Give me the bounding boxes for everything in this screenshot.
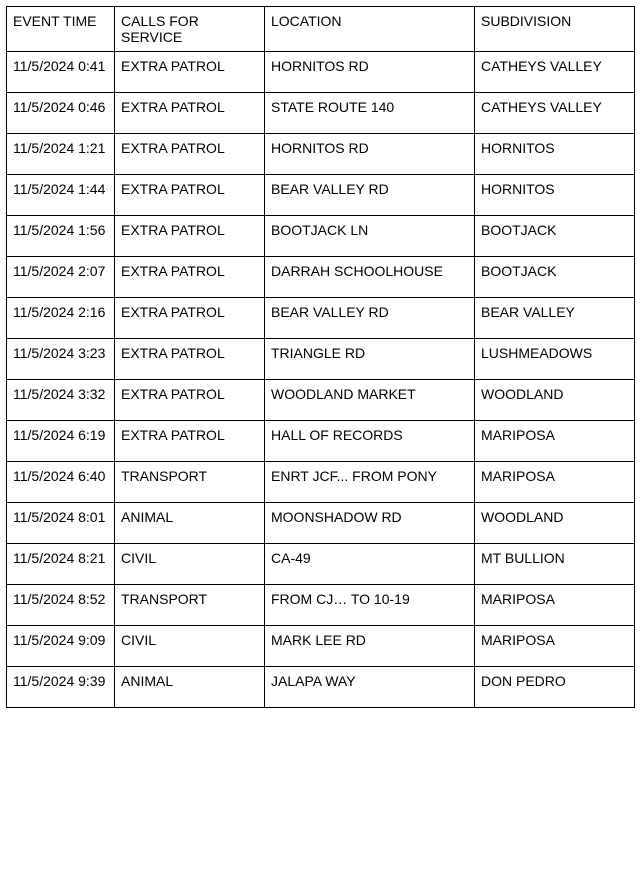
table-cell: BOOTJACK [475,216,635,257]
table-cell: 11/5/2024 8:21 [7,544,115,585]
table-cell: HORNITOS RD [265,134,475,175]
table-cell: 11/5/2024 0:41 [7,52,115,93]
table-row: 11/5/2024 6:40TRANSPORTENRT JCF... FROM … [7,462,635,503]
table-cell: HORNITOS RD [265,52,475,93]
table-cell: MARK LEE RD [265,626,475,667]
table-cell: 11/5/2024 3:32 [7,380,115,421]
table-cell: 11/5/2024 9:39 [7,667,115,708]
table-cell: MOONSHADOW RD [265,503,475,544]
table-cell: EXTRA PATROL [115,298,265,339]
table-cell: EXTRA PATROL [115,380,265,421]
table-cell: CA-49 [265,544,475,585]
table-cell: 11/5/2024 1:44 [7,175,115,216]
table-cell: EXTRA PATROL [115,93,265,134]
table-cell: MARIPOSA [475,626,635,667]
table-row: 11/5/2024 9:39ANIMALJALAPA WAYDON PEDRO [7,667,635,708]
table-cell: 11/5/2024 3:23 [7,339,115,380]
table-cell: HORNITOS [475,175,635,216]
table-cell: 11/5/2024 6:40 [7,462,115,503]
table-cell: 11/5/2024 1:21 [7,134,115,175]
table-cell: 11/5/2024 1:56 [7,216,115,257]
table-cell: EXTRA PATROL [115,257,265,298]
table-cell: CATHEYS VALLEY [475,52,635,93]
table-cell: WOODLAND [475,503,635,544]
table-cell: DON PEDRO [475,667,635,708]
table-cell: EXTRA PATROL [115,339,265,380]
table-cell: WOODLAND [475,380,635,421]
table-cell: EXTRA PATROL [115,216,265,257]
table-cell: 11/5/2024 0:46 [7,93,115,134]
table-row: 11/5/2024 2:07EXTRA PATROLDARRAH SCHOOLH… [7,257,635,298]
table-row: 11/5/2024 0:41EXTRA PATROLHORNITOS RDCAT… [7,52,635,93]
table-cell: 11/5/2024 9:09 [7,626,115,667]
col-header-subdivision: SUBDIVISION [475,7,635,52]
table-cell: CATHEYS VALLEY [475,93,635,134]
col-header-event-time: EVENT TIME [7,7,115,52]
table-row: 11/5/2024 9:09CIVILMARK LEE RDMARIPOSA [7,626,635,667]
table-cell: ANIMAL [115,667,265,708]
table-cell: MT BULLION [475,544,635,585]
table-row: 11/5/2024 1:21EXTRA PATROLHORNITOS RDHOR… [7,134,635,175]
table-cell: MARIPOSA [475,462,635,503]
table-row: 11/5/2024 3:23EXTRA PATROLTRIANGLE RDLUS… [7,339,635,380]
table-cell: 11/5/2024 8:52 [7,585,115,626]
table-cell: TRIANGLE RD [265,339,475,380]
table-cell: TRANSPORT [115,585,265,626]
table-cell: TRANSPORT [115,462,265,503]
table-cell: HORNITOS [475,134,635,175]
table-cell: LUSHMEADOWS [475,339,635,380]
table-cell: MARIPOSA [475,585,635,626]
table-cell: 11/5/2024 2:07 [7,257,115,298]
table-row: 11/5/2024 1:44EXTRA PATROLBEAR VALLEY RD… [7,175,635,216]
table-cell: HALL OF RECORDS [265,421,475,462]
table-cell: 11/5/2024 8:01 [7,503,115,544]
table-cell: CIVIL [115,626,265,667]
table-body: 11/5/2024 0:41EXTRA PATROLHORNITOS RDCAT… [7,52,635,708]
table-cell: ANIMAL [115,503,265,544]
table-cell: EXTRA PATROL [115,52,265,93]
event-log-table: EVENT TIME CALLS FOR SERVICE LOCATION SU… [6,6,635,708]
table-row: 11/5/2024 8:52TRANSPORTFROM CJ… TO 10-19… [7,585,635,626]
table-cell: STATE ROUTE 140 [265,93,475,134]
table-row: 11/5/2024 2:16EXTRA PATROLBEAR VALLEY RD… [7,298,635,339]
col-header-location: LOCATION [265,7,475,52]
table-row: 11/5/2024 3:32EXTRA PATROLWOODLAND MARKE… [7,380,635,421]
table-cell: BEAR VALLEY RD [265,175,475,216]
table-cell: ENRT JCF... FROM PONY [265,462,475,503]
table-cell: 11/5/2024 2:16 [7,298,115,339]
table-cell: BOOTJACK LN [265,216,475,257]
table-cell: EXTRA PATROL [115,421,265,462]
table-cell: EXTRA PATROL [115,134,265,175]
table-cell: BEAR VALLEY RD [265,298,475,339]
col-header-calls-for-service: CALLS FOR SERVICE [115,7,265,52]
table-row: 11/5/2024 6:19EXTRA PATROLHALL OF RECORD… [7,421,635,462]
table-cell: BEAR VALLEY [475,298,635,339]
table-cell: BOOTJACK [475,257,635,298]
table-cell: FROM CJ… TO 10-19 [265,585,475,626]
table-row: 11/5/2024 8:21CIVILCA-49MT BULLION [7,544,635,585]
table-cell: WOODLAND MARKET [265,380,475,421]
table-cell: 11/5/2024 6:19 [7,421,115,462]
table-row: 11/5/2024 1:56EXTRA PATROLBOOTJACK LNBOO… [7,216,635,257]
table-cell: CIVIL [115,544,265,585]
table-row: 11/5/2024 8:01ANIMALMOONSHADOW RDWOODLAN… [7,503,635,544]
table-cell: EXTRA PATROL [115,175,265,216]
table-cell: DARRAH SCHOOLHOUSE [265,257,475,298]
table-header: EVENT TIME CALLS FOR SERVICE LOCATION SU… [7,7,635,52]
table-cell: JALAPA WAY [265,667,475,708]
table-row: 11/5/2024 0:46EXTRA PATROLSTATE ROUTE 14… [7,93,635,134]
table-cell: MARIPOSA [475,421,635,462]
